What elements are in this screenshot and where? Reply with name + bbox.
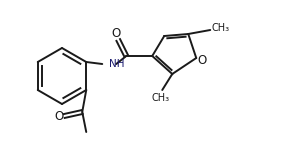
Text: O: O xyxy=(198,54,207,67)
Text: CH₃: CH₃ xyxy=(211,23,229,33)
Text: NH: NH xyxy=(109,59,125,69)
Text: CH₃: CH₃ xyxy=(151,93,169,103)
Text: O: O xyxy=(112,26,121,39)
Text: O: O xyxy=(55,110,64,123)
